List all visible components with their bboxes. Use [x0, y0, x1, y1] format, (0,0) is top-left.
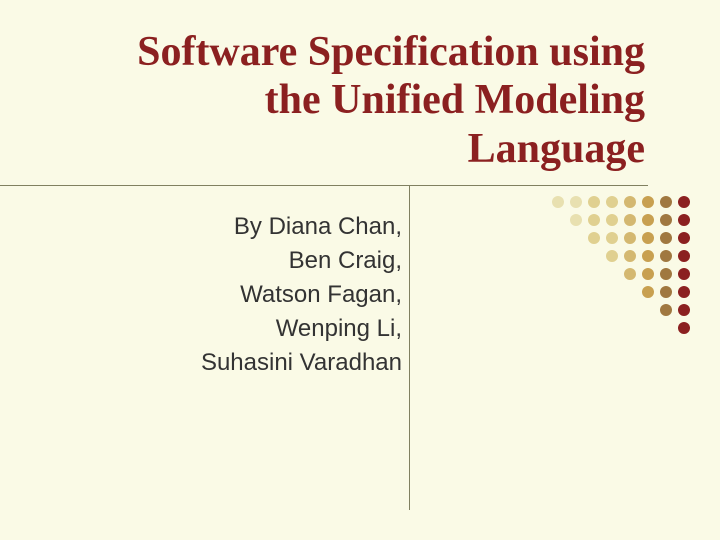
decorative-dot [606, 196, 618, 208]
dot-row [546, 232, 690, 244]
decorative-dot [660, 286, 672, 298]
slide: Software Specification using the Unified… [0, 0, 720, 540]
slide-title: Software Specification using the Unified… [85, 28, 645, 173]
decorative-dot [660, 196, 672, 208]
decorative-dot [588, 196, 600, 208]
decorative-dot [606, 250, 618, 262]
decorative-dot [642, 286, 654, 298]
dot-row [546, 196, 690, 208]
decorative-dot [642, 232, 654, 244]
dot-row [546, 214, 690, 226]
decorative-dot [660, 232, 672, 244]
author-line: Wenping Li, [72, 312, 402, 346]
decorative-dot [588, 214, 600, 226]
dot-row [546, 286, 690, 298]
decorative-dot [678, 250, 690, 262]
decorative-dot [660, 268, 672, 280]
decorative-dot [606, 214, 618, 226]
author-line: Suhasini Varadhan [72, 346, 402, 380]
dot-row [546, 268, 690, 280]
decorative-dot [678, 322, 690, 334]
author-line: Ben Craig, [72, 244, 402, 278]
decorative-dot [678, 214, 690, 226]
dot-row [546, 304, 690, 316]
decorative-dot [624, 232, 636, 244]
author-line: By Diana Chan, [72, 210, 402, 244]
dot-row [546, 250, 690, 262]
decorative-dot [660, 304, 672, 316]
decorative-dot [624, 196, 636, 208]
decorative-dot [678, 196, 690, 208]
decorative-dot [678, 268, 690, 280]
decorative-dot [660, 214, 672, 226]
decorative-dot [678, 286, 690, 298]
decorative-dot [624, 268, 636, 280]
decorative-dot [678, 304, 690, 316]
decorative-dot [642, 214, 654, 226]
vertical-rule [409, 185, 410, 510]
horizontal-rule [0, 185, 648, 186]
decorative-dot [606, 232, 618, 244]
decorative-dot [570, 214, 582, 226]
decorative-dot [660, 250, 672, 262]
author-line: Watson Fagan, [72, 278, 402, 312]
decorative-dot [570, 196, 582, 208]
decorative-dot [642, 196, 654, 208]
dot-row [546, 322, 690, 334]
decorative-dot [642, 250, 654, 262]
decorative-dot-pattern [546, 196, 690, 340]
decorative-dot [552, 196, 564, 208]
authors-block: By Diana Chan, Ben Craig, Watson Fagan, … [72, 210, 402, 380]
decorative-dot [588, 232, 600, 244]
decorative-dot [678, 232, 690, 244]
decorative-dot [624, 214, 636, 226]
decorative-dot [642, 268, 654, 280]
decorative-dot [624, 250, 636, 262]
